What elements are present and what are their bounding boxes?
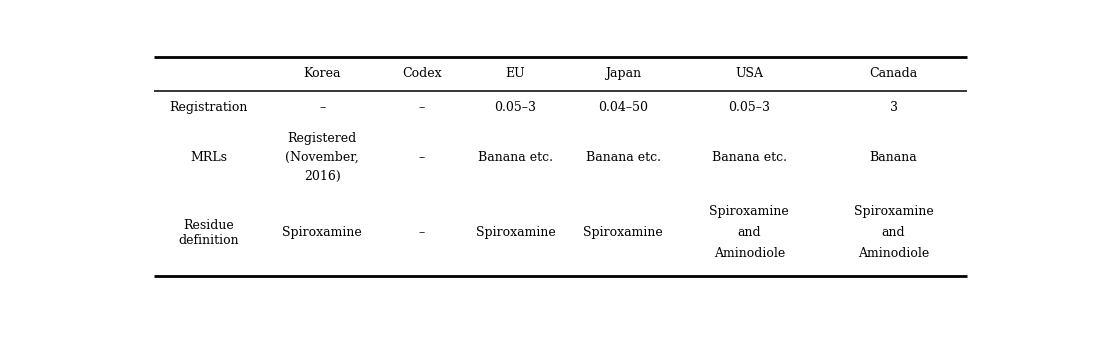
Text: Banana etc.: Banana etc. bbox=[478, 151, 553, 164]
Text: Spiroxamine: Spiroxamine bbox=[282, 226, 362, 239]
Text: Codex: Codex bbox=[402, 67, 442, 80]
Text: Residue
definition: Residue definition bbox=[178, 219, 238, 247]
Text: Canada: Canada bbox=[869, 67, 918, 80]
Text: –: – bbox=[419, 226, 425, 239]
Text: Banana etc.: Banana etc. bbox=[712, 151, 787, 164]
Text: Korea: Korea bbox=[304, 67, 341, 80]
Text: –: – bbox=[419, 151, 425, 164]
Text: EU: EU bbox=[506, 67, 526, 80]
Text: 0.05–3: 0.05–3 bbox=[728, 101, 771, 114]
Text: USA: USA bbox=[736, 67, 763, 80]
Text: 0.05–3: 0.05–3 bbox=[494, 101, 537, 114]
Text: 0.04–50: 0.04–50 bbox=[598, 101, 648, 114]
Text: Banana etc.: Banana etc. bbox=[586, 151, 660, 164]
Text: Registered
(November,
2016): Registered (November, 2016) bbox=[285, 132, 360, 183]
Text: Spiroxamine: Spiroxamine bbox=[584, 226, 663, 239]
Text: Spiroxamine: Spiroxamine bbox=[475, 226, 555, 239]
Text: Spiroxamine
and
Aminodiole: Spiroxamine and Aminodiole bbox=[854, 205, 933, 260]
Text: Banana: Banana bbox=[870, 151, 917, 164]
Text: Spiroxamine
and
Aminodiole: Spiroxamine and Aminodiole bbox=[709, 205, 789, 260]
Text: 3: 3 bbox=[890, 101, 897, 114]
Text: –: – bbox=[419, 101, 425, 114]
Text: Registration: Registration bbox=[169, 101, 248, 114]
Text: Japan: Japan bbox=[606, 67, 642, 80]
Text: –: – bbox=[319, 101, 326, 114]
Text: MRLs: MRLs bbox=[190, 151, 227, 164]
